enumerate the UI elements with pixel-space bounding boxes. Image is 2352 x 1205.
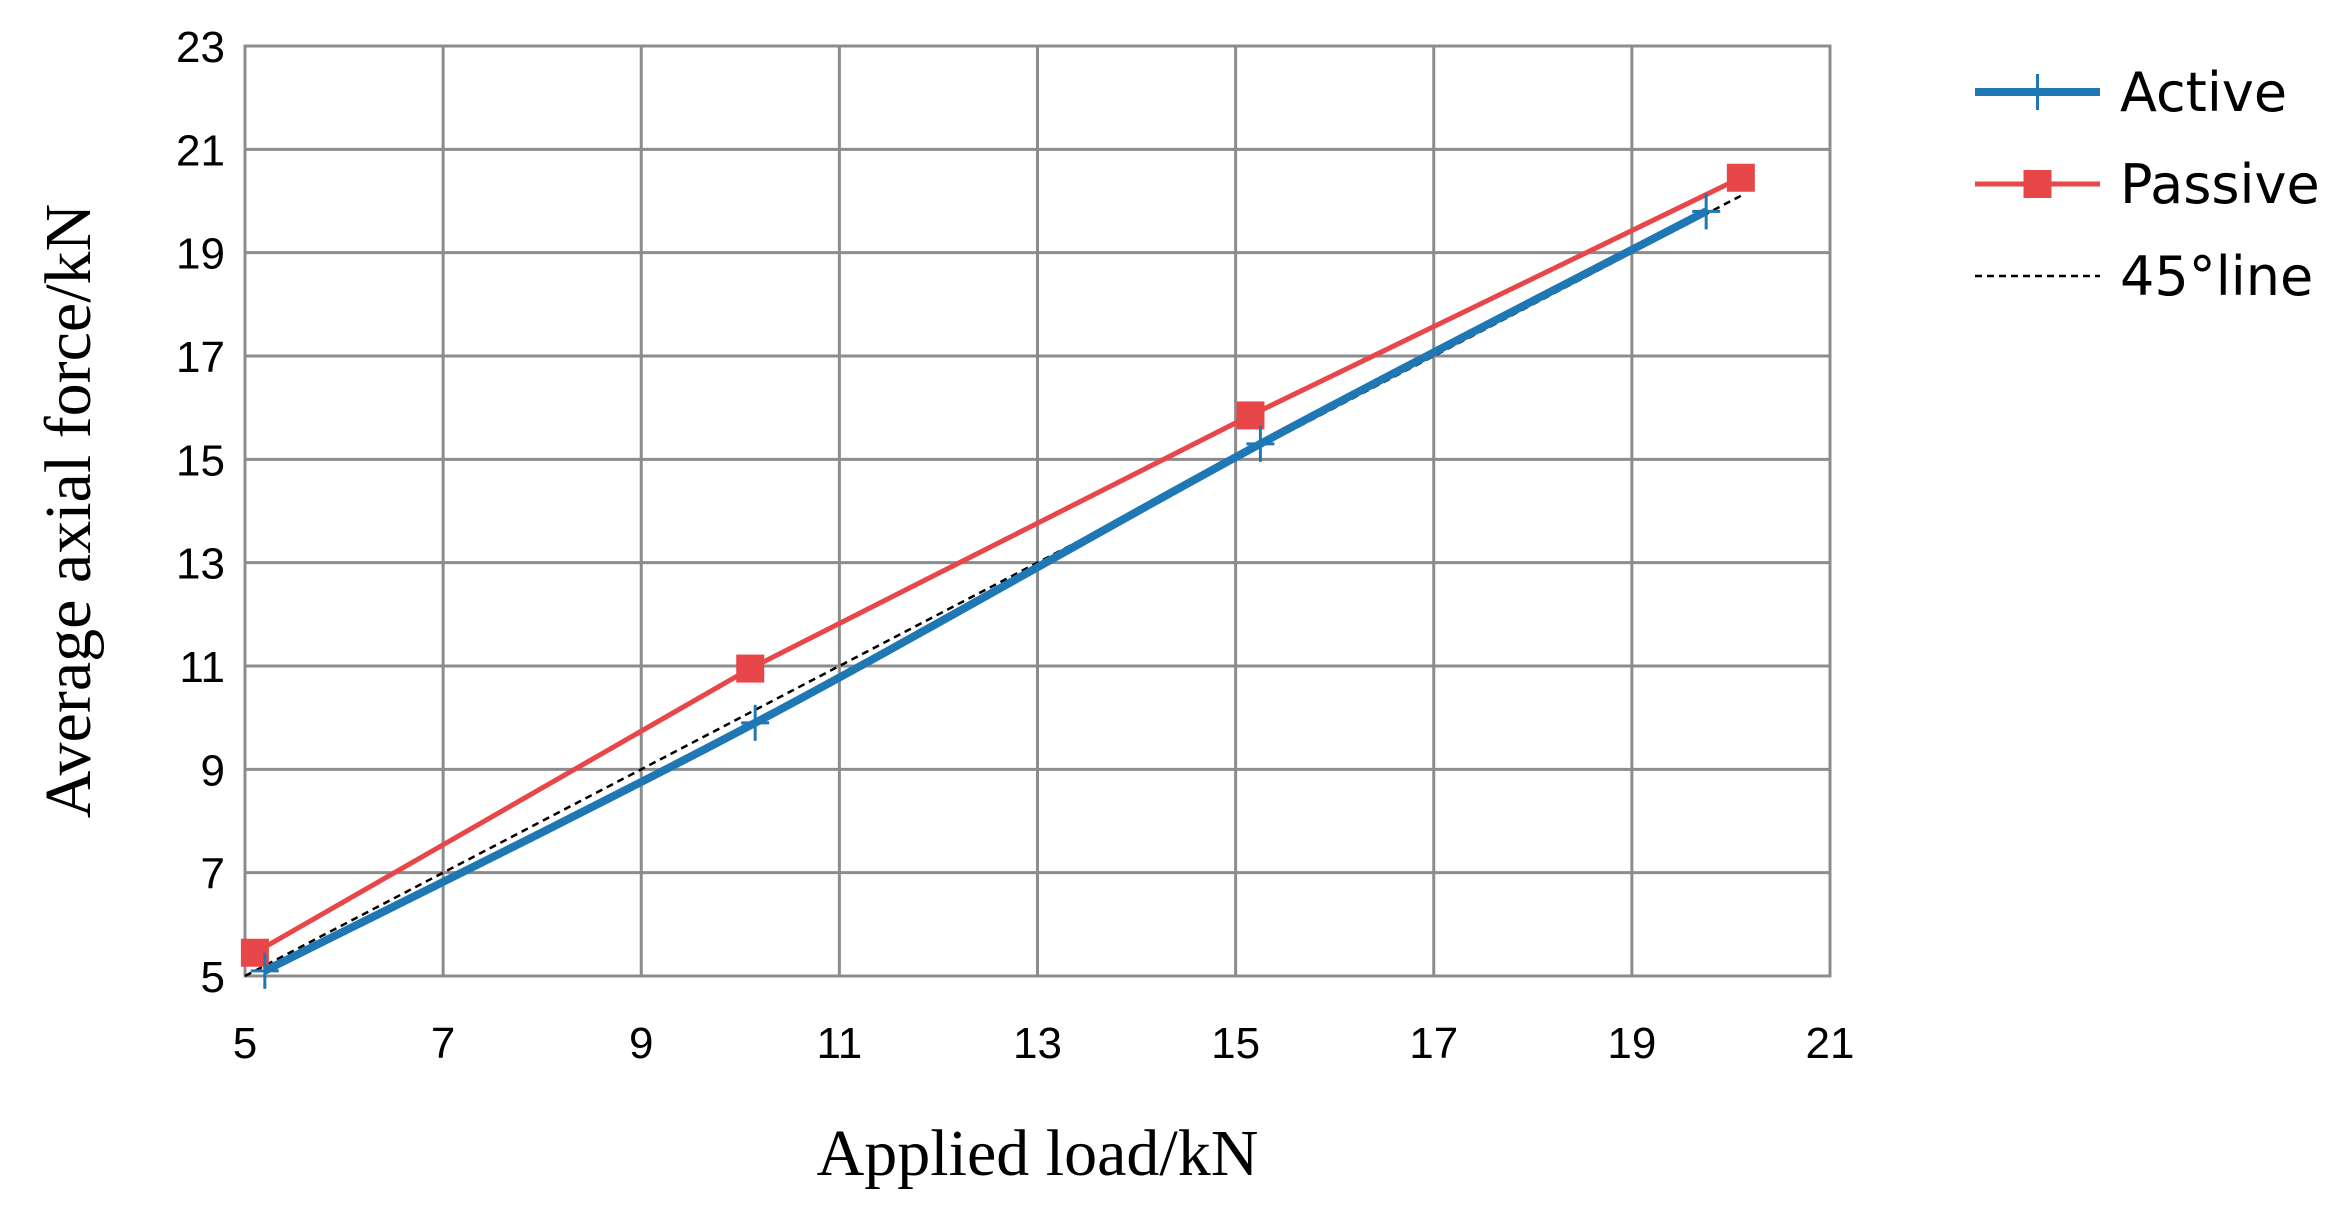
y-tick-label: 19 [176, 230, 225, 279]
x-tick-label: 15 [1211, 1019, 1260, 1068]
x-axis-ticks: 5 7 9 11 13 15 17 19 21 [233, 1019, 1855, 1068]
y-tick-label: 9 [201, 746, 225, 795]
data-point-plus [741, 704, 770, 741]
legend-marker-square [2023, 170, 2052, 198]
x-tick-label: 21 [1806, 1019, 1855, 1068]
x-tick-label: 13 [1013, 1019, 1062, 1068]
y-tick-label: 15 [176, 436, 225, 485]
x-tick-label: 17 [1409, 1019, 1458, 1068]
x-tick-label: 9 [629, 1019, 653, 1068]
data-point-plus [1692, 193, 1721, 230]
x-tick-label: 19 [1607, 1019, 1656, 1068]
legend: Active Passive 45°line [1975, 61, 2320, 308]
x-axis-title: Applied load/kN [817, 1117, 1259, 1190]
grid [243, 44, 1832, 978]
series-active [250, 193, 1721, 989]
x-tick-label: 7 [431, 1019, 455, 1068]
data-point-square [1236, 401, 1265, 430]
x-tick-label: 5 [233, 1019, 257, 1068]
series-line-passive [253, 175, 1742, 955]
y-tick-label: 23 [176, 23, 225, 72]
legend-label: Active [2120, 61, 2287, 124]
series-passive [240, 163, 1755, 967]
legend-label: Passive [2120, 153, 2320, 216]
y-tick-label: 21 [176, 126, 225, 175]
series-line-active [263, 207, 1709, 975]
y-tick-label: 17 [176, 333, 225, 382]
data-point-plus [250, 952, 279, 989]
y-tick-label: 7 [201, 850, 225, 899]
legend-item-active: Active [1975, 61, 2287, 124]
legend-item-45-line: 45°line [1975, 245, 2313, 308]
y-tick-label: 13 [176, 540, 225, 589]
data-point-square [736, 654, 765, 683]
legend-item-passive: Passive [1975, 153, 2320, 216]
y-axis-title: Average axial force/kN [32, 204, 105, 818]
y-tick-label: 11 [179, 643, 225, 692]
series-layer [240, 163, 1755, 989]
legend-label: 45°line [2120, 245, 2313, 308]
data-point-square [1726, 163, 1755, 192]
y-axis-ticks: 5 7 9 11 13 15 17 19 21 23 [176, 23, 225, 1002]
data-point-plus [1246, 425, 1275, 462]
y-tick-label: 5 [201, 953, 225, 1002]
x-tick-label: 11 [817, 1019, 863, 1068]
